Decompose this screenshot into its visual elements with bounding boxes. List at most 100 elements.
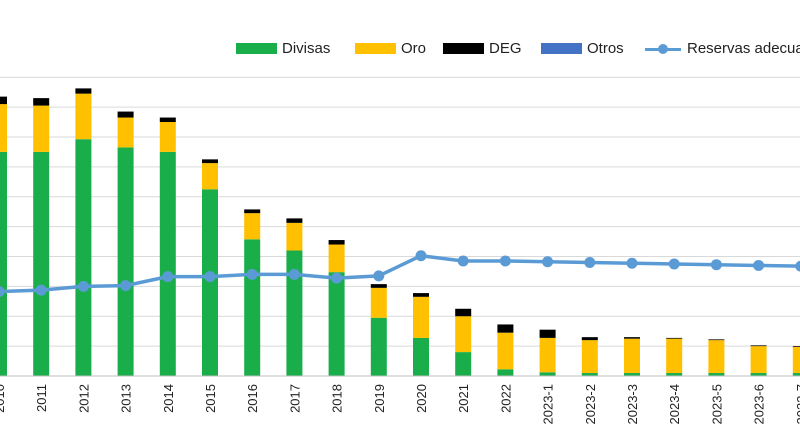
bar-oro-2023-1 bbox=[539, 337, 556, 373]
legend-label-reservas: Reservas adecuadas bbox=[687, 40, 800, 57]
bar-deg-2010 bbox=[0, 96, 7, 105]
x-tick-label: 2023-6 bbox=[752, 384, 767, 424]
reservas-point-2023-7 bbox=[795, 260, 800, 272]
x-tick-label: 2013 bbox=[119, 384, 134, 413]
x-tick-label: 2011 bbox=[34, 384, 49, 412]
x-tick-label: 2014 bbox=[161, 384, 176, 413]
bar-divisas-2023-1 bbox=[539, 372, 556, 376]
bar-divisas-2023-3 bbox=[624, 373, 640, 376]
bar-divisas-2023-6 bbox=[750, 373, 767, 376]
x-tick-label: 2021 bbox=[456, 384, 471, 413]
reservas-point-2018 bbox=[331, 272, 343, 284]
bar-deg-2013 bbox=[117, 111, 134, 118]
bar-deg-2011 bbox=[33, 98, 50, 106]
bar-deg-2019 bbox=[370, 284, 387, 288]
legend-swatch-divisas bbox=[236, 43, 277, 54]
legend-line-reservas bbox=[645, 42, 681, 56]
bar-deg-2014 bbox=[159, 117, 176, 123]
bar-divisas-2011 bbox=[33, 151, 50, 376]
bar-deg-2023-2 bbox=[581, 337, 598, 341]
x-tick-label: 2018 bbox=[330, 384, 345, 413]
reservas-point-2017 bbox=[288, 268, 300, 280]
bar-oro-2020 bbox=[413, 296, 429, 338]
bar-deg-2023-7 bbox=[792, 346, 800, 347]
legend-item-deg: DEG bbox=[443, 40, 522, 57]
bar-oro-2023-3 bbox=[624, 338, 640, 374]
x-tick-label: 2023-3 bbox=[625, 384, 640, 424]
bar-deg-2020 bbox=[413, 293, 429, 297]
x-tick-label: 2023-1 bbox=[541, 384, 556, 424]
bar-divisas-2018 bbox=[328, 272, 345, 376]
bar-deg-2017 bbox=[286, 218, 303, 223]
bar-oro-2023-6 bbox=[750, 346, 767, 374]
x-tick-label: 2010 bbox=[0, 384, 7, 413]
x-tick-label: 2023-4 bbox=[667, 384, 682, 424]
bar-divisas-2023-7 bbox=[792, 373, 800, 376]
reservas-point-2014 bbox=[162, 271, 174, 283]
x-tick-label: 2020 bbox=[414, 384, 429, 413]
bar-deg-2021 bbox=[455, 308, 472, 317]
reservas-point-2010 bbox=[0, 286, 5, 297]
reservas-point-2013 bbox=[120, 280, 132, 292]
legend-item-reservas: Reservas adecuadas bbox=[645, 40, 800, 57]
x-tick-label: 2023-7 bbox=[794, 384, 800, 424]
x-tick-label: 2019 bbox=[372, 384, 387, 413]
reservas-point-2016 bbox=[246, 268, 258, 280]
reservas-point-2023-3 bbox=[626, 257, 638, 269]
bar-oro-2010 bbox=[0, 104, 7, 152]
legend-swatch-deg bbox=[443, 43, 484, 54]
bar-oro-2012 bbox=[75, 93, 92, 140]
legend-item-otros: Otros bbox=[541, 40, 624, 57]
legend-label-divisas: Divisas bbox=[282, 40, 331, 57]
legend-label-oro: Oro bbox=[401, 40, 427, 57]
legend-item-oro: Oro bbox=[355, 40, 426, 57]
bar-deg-2022 bbox=[497, 324, 514, 333]
bar-deg-2018 bbox=[328, 240, 345, 245]
bar-oro-2023-5 bbox=[708, 340, 725, 374]
reservas-point-2011 bbox=[35, 284, 47, 296]
bar-divisas-2021 bbox=[455, 352, 472, 376]
bar-divisas-2017 bbox=[286, 250, 303, 376]
x-tick-label: 2023-2 bbox=[583, 384, 598, 424]
bar-oro-2016 bbox=[244, 213, 261, 240]
bar-oro-2013 bbox=[117, 117, 134, 148]
bar-oro-2022 bbox=[497, 332, 514, 370]
bar-divisas-2023-5 bbox=[708, 373, 725, 376]
legend-label-deg: DEG bbox=[489, 40, 522, 57]
bar-divisas-2010 bbox=[0, 151, 7, 376]
bar-divisas-2023-2 bbox=[581, 373, 598, 376]
bar-divisas-2019 bbox=[370, 317, 387, 376]
bar-oro-2021 bbox=[455, 316, 472, 353]
reservas-point-2020 bbox=[415, 250, 427, 262]
x-tick-label: 2016 bbox=[245, 384, 260, 413]
reservas-line bbox=[0, 250, 800, 297]
bar-oro-2018 bbox=[328, 244, 345, 273]
bar-divisas-2013 bbox=[117, 147, 134, 376]
reservas-point-2012 bbox=[77, 280, 89, 292]
bar-oro-2023-4 bbox=[666, 338, 683, 374]
bar-oro-2017 bbox=[286, 222, 303, 251]
bar-divisas-2015 bbox=[202, 189, 218, 376]
x-tick-label: 2012 bbox=[76, 384, 91, 413]
bar-oro-2015 bbox=[202, 163, 218, 190]
reservas-point-2023-1 bbox=[542, 256, 554, 268]
bar-oro-2011 bbox=[33, 105, 50, 152]
bar-divisas-2014 bbox=[159, 151, 176, 376]
bar-deg-2023-3 bbox=[624, 337, 640, 339]
bar-divisas-2020 bbox=[413, 337, 429, 376]
legend-item-divisas: Divisas bbox=[236, 40, 330, 57]
reservas-point-2023-5 bbox=[710, 259, 722, 271]
reservas-point-2015 bbox=[204, 271, 216, 283]
bar-divisas-2012 bbox=[75, 139, 92, 376]
legend-label-otros: Otros bbox=[587, 40, 624, 57]
reservas-point-2023-4 bbox=[668, 258, 680, 270]
bar-oro-2014 bbox=[159, 122, 176, 152]
bar-oro-2023-7 bbox=[792, 346, 800, 374]
bar-divisas-2023-4 bbox=[666, 373, 683, 376]
reservas-point-2022 bbox=[499, 255, 511, 267]
bar-deg-2016 bbox=[244, 209, 261, 214]
bar-deg-2023-1 bbox=[539, 329, 556, 338]
bar-deg-2012 bbox=[75, 88, 92, 94]
reservas-point-2023-2 bbox=[584, 256, 596, 268]
